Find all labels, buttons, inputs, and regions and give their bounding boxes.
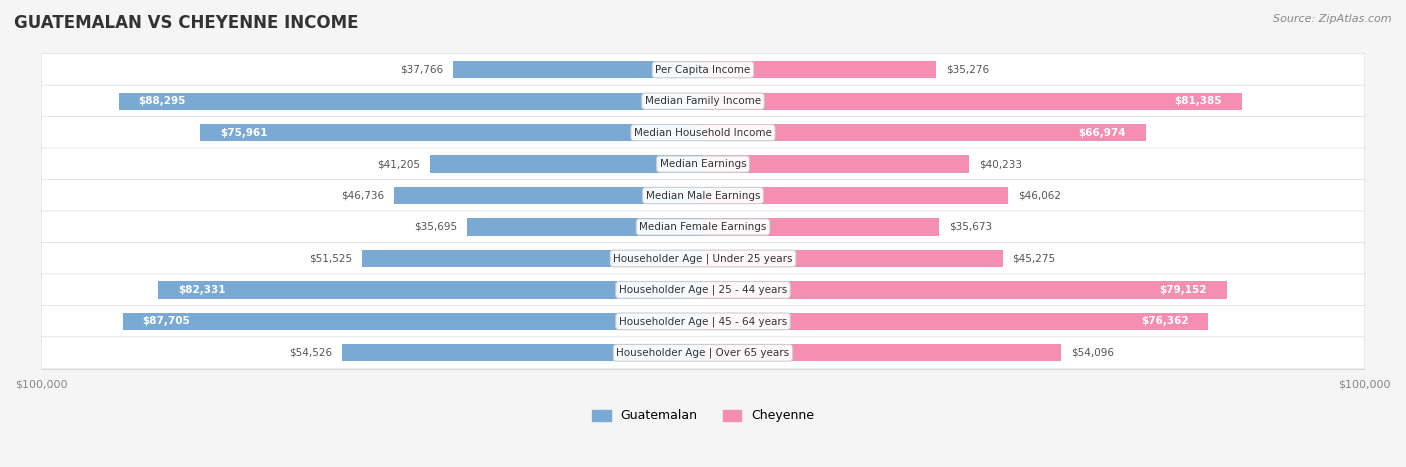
Text: $40,233: $40,233 (979, 159, 1022, 169)
Bar (394, 187, 703, 204)
Bar (703, 156, 969, 173)
FancyBboxPatch shape (41, 211, 1365, 243)
Text: $66,974: $66,974 (1078, 127, 1126, 138)
Bar (157, 281, 703, 298)
Text: $41,205: $41,205 (377, 159, 420, 169)
Text: GUATEMALAN VS CHEYENNE INCOME: GUATEMALAN VS CHEYENNE INCOME (14, 14, 359, 32)
Bar (118, 92, 703, 110)
Bar (703, 344, 1062, 361)
Text: $54,526: $54,526 (290, 348, 332, 358)
FancyBboxPatch shape (41, 54, 1365, 86)
Bar (703, 61, 936, 78)
Text: $87,705: $87,705 (142, 316, 190, 326)
Text: $46,736: $46,736 (340, 191, 384, 200)
Text: Source: ZipAtlas.com: Source: ZipAtlas.com (1274, 14, 1392, 24)
Text: Median Family Income: Median Family Income (645, 96, 761, 106)
FancyBboxPatch shape (41, 179, 1365, 212)
Bar (122, 313, 703, 330)
Text: Householder Age | Under 25 years: Householder Age | Under 25 years (613, 253, 793, 264)
FancyBboxPatch shape (41, 337, 1365, 369)
Bar (703, 92, 1241, 110)
Bar (430, 156, 703, 173)
Text: $54,096: $54,096 (1071, 348, 1114, 358)
Text: Householder Age | 25 - 44 years: Householder Age | 25 - 44 years (619, 285, 787, 295)
Bar (703, 313, 1208, 330)
Bar (703, 219, 939, 236)
Text: $45,275: $45,275 (1012, 254, 1056, 263)
Bar (453, 61, 703, 78)
Bar (342, 344, 703, 361)
FancyBboxPatch shape (41, 148, 1365, 180)
FancyBboxPatch shape (41, 85, 1365, 117)
Text: $46,062: $46,062 (1018, 191, 1060, 200)
Text: Median Household Income: Median Household Income (634, 127, 772, 138)
FancyBboxPatch shape (41, 305, 1365, 338)
Text: $79,152: $79,152 (1160, 285, 1206, 295)
Bar (703, 281, 1227, 298)
Text: Median Male Earnings: Median Male Earnings (645, 191, 761, 200)
Text: Per Capita Income: Per Capita Income (655, 65, 751, 75)
Text: $81,385: $81,385 (1174, 96, 1222, 106)
Bar (703, 124, 1146, 142)
Text: $35,276: $35,276 (946, 65, 990, 75)
Text: $51,525: $51,525 (309, 254, 352, 263)
Text: $76,362: $76,362 (1140, 316, 1188, 326)
Text: $37,766: $37,766 (401, 65, 443, 75)
Legend: Guatemalan, Cheyenne: Guatemalan, Cheyenne (586, 404, 820, 427)
Text: $35,695: $35,695 (413, 222, 457, 232)
Text: $88,295: $88,295 (139, 96, 186, 106)
Bar (467, 219, 703, 236)
Text: $75,961: $75,961 (221, 127, 267, 138)
Text: Median Earnings: Median Earnings (659, 159, 747, 169)
Text: Householder Age | Over 65 years: Householder Age | Over 65 years (616, 347, 790, 358)
Bar (703, 187, 1008, 204)
Bar (703, 250, 1002, 267)
FancyBboxPatch shape (41, 117, 1365, 149)
Text: $82,331: $82,331 (179, 285, 225, 295)
Text: $35,673: $35,673 (949, 222, 993, 232)
FancyBboxPatch shape (41, 242, 1365, 275)
Text: Median Female Earnings: Median Female Earnings (640, 222, 766, 232)
Bar (361, 250, 703, 267)
FancyBboxPatch shape (41, 274, 1365, 306)
Bar (200, 124, 703, 142)
Text: Householder Age | 45 - 64 years: Householder Age | 45 - 64 years (619, 316, 787, 326)
